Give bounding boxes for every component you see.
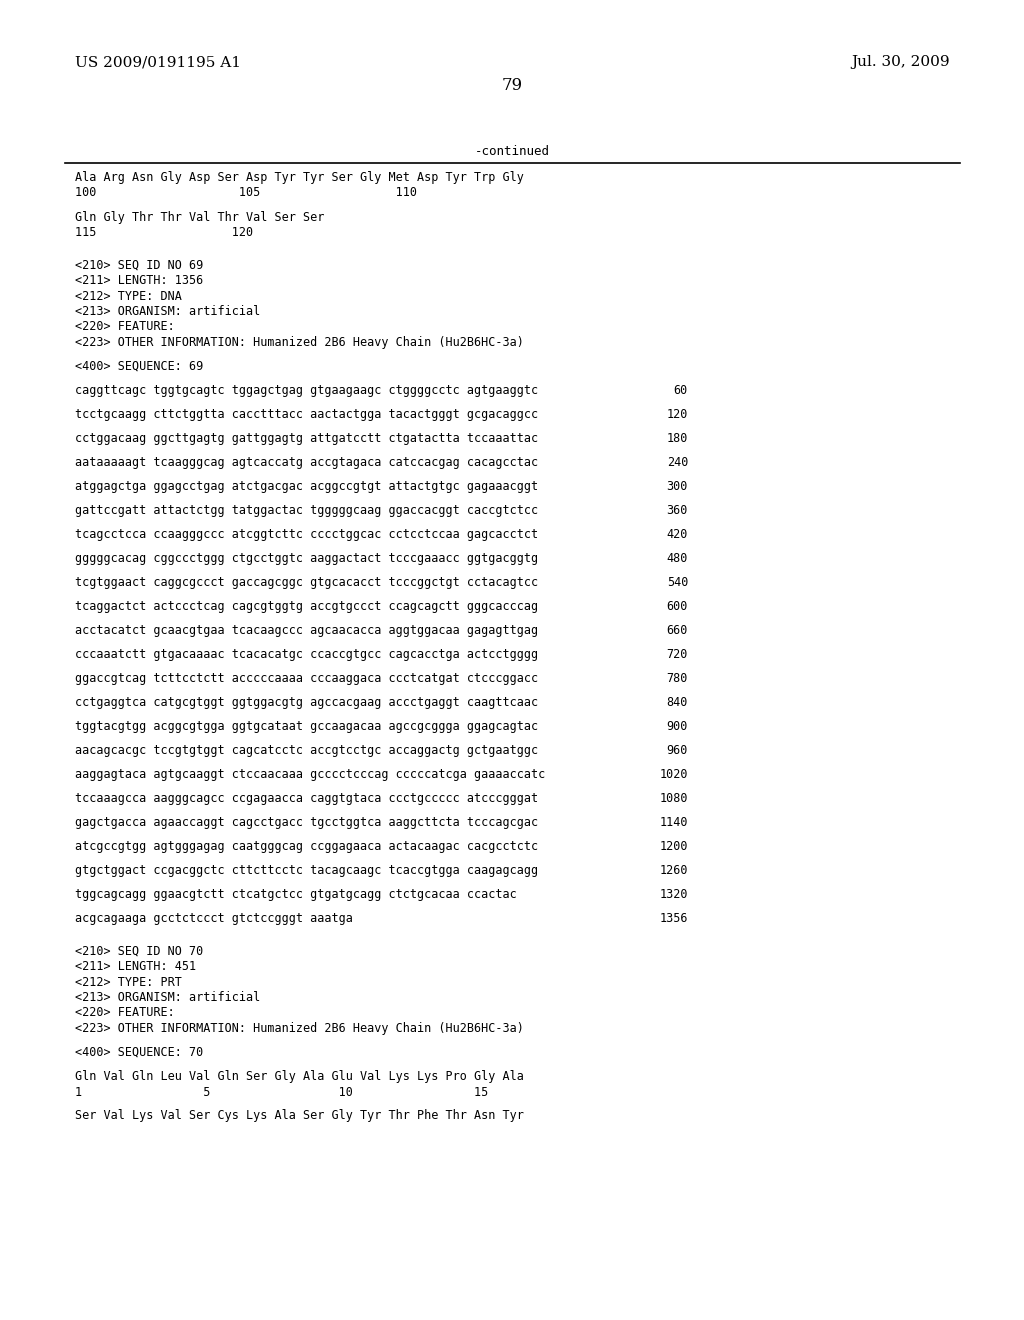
Text: 100                    105                   110: 100 105 110 bbox=[75, 186, 417, 199]
Text: 900: 900 bbox=[667, 719, 688, 733]
Text: Gln Gly Thr Thr Val Thr Val Ser Ser: Gln Gly Thr Thr Val Thr Val Ser Ser bbox=[75, 210, 325, 223]
Text: <211> LENGTH: 451: <211> LENGTH: 451 bbox=[75, 960, 197, 973]
Text: 540: 540 bbox=[667, 576, 688, 589]
Text: <220> FEATURE:: <220> FEATURE: bbox=[75, 1006, 175, 1019]
Text: 600: 600 bbox=[667, 601, 688, 612]
Text: 360: 360 bbox=[667, 504, 688, 517]
Text: tcgtggaact caggcgccct gaccagcggc gtgcacacct tcccggctgt cctacagtcc: tcgtggaact caggcgccct gaccagcggc gtgcaca… bbox=[75, 576, 539, 589]
Text: 1                 5                  10                 15: 1 5 10 15 bbox=[75, 1085, 488, 1098]
Text: aaggagtaca agtgcaaggt ctccaacaaa gcccctcccag cccccatcga gaaaaccatc: aaggagtaca agtgcaaggt ctccaacaaa gcccctc… bbox=[75, 768, 545, 781]
Text: tcctgcaagg cttctggtta cacctttacc aactactgga tacactgggt gcgacaggcc: tcctgcaagg cttctggtta cacctttacc aactact… bbox=[75, 408, 539, 421]
Text: 60: 60 bbox=[674, 384, 688, 397]
Text: gtgctggact ccgacggctc cttcttcctc tacagcaagc tcaccgtgga caagagcagg: gtgctggact ccgacggctc cttcttcctc tacagca… bbox=[75, 865, 539, 876]
Text: cctgaggtca catgcgtggt ggtggacgtg agccacgaag accctgaggt caagttcaac: cctgaggtca catgcgtggt ggtggacgtg agccacg… bbox=[75, 696, 539, 709]
Text: 840: 840 bbox=[667, 696, 688, 709]
Text: 720: 720 bbox=[667, 648, 688, 661]
Text: atggagctga ggagcctgag atctgacgac acggccgtgt attactgtgc gagaaacggt: atggagctga ggagcctgag atctgacgac acggccg… bbox=[75, 480, 539, 492]
Text: <210> SEQ ID NO 70: <210> SEQ ID NO 70 bbox=[75, 945, 203, 957]
Text: 240: 240 bbox=[667, 455, 688, 469]
Text: -continued: -continued bbox=[474, 145, 550, 158]
Text: <220> FEATURE:: <220> FEATURE: bbox=[75, 321, 175, 334]
Text: gggggcacag cggccctggg ctgcctggtc aaggactact tcccgaaacc ggtgacggtg: gggggcacag cggccctggg ctgcctggtc aaggact… bbox=[75, 552, 539, 565]
Text: 1260: 1260 bbox=[659, 865, 688, 876]
Text: Ala Arg Asn Gly Asp Ser Asp Tyr Tyr Ser Gly Met Asp Tyr Trp Gly: Ala Arg Asn Gly Asp Ser Asp Tyr Tyr Ser … bbox=[75, 172, 524, 183]
Text: tcagcctcca ccaagggccc atcggtcttc cccctggcac cctcctccaa gagcacctct: tcagcctcca ccaagggccc atcggtcttc cccctgg… bbox=[75, 528, 539, 541]
Text: gagctgacca agaaccaggt cagcctgacc tgcctggtca aaggcttcta tcccagcgac: gagctgacca agaaccaggt cagcctgacc tgcctgg… bbox=[75, 816, 539, 829]
Text: Jul. 30, 2009: Jul. 30, 2009 bbox=[851, 55, 950, 69]
Text: <223> OTHER INFORMATION: Humanized 2B6 Heavy Chain (Hu2B6HC-3a): <223> OTHER INFORMATION: Humanized 2B6 H… bbox=[75, 337, 524, 348]
Text: caggttcagc tggtgcagtc tggagctgag gtgaagaagc ctggggcctc agtgaaggtc: caggttcagc tggtgcagtc tggagctgag gtgaaga… bbox=[75, 384, 539, 397]
Text: <212> TYPE: DNA: <212> TYPE: DNA bbox=[75, 289, 182, 302]
Text: 1020: 1020 bbox=[659, 768, 688, 781]
Text: <212> TYPE: PRT: <212> TYPE: PRT bbox=[75, 975, 182, 989]
Text: 1200: 1200 bbox=[659, 840, 688, 853]
Text: <210> SEQ ID NO 69: <210> SEQ ID NO 69 bbox=[75, 259, 203, 272]
Text: Ser Val Lys Val Ser Cys Lys Ala Ser Gly Tyr Thr Phe Thr Asn Tyr: Ser Val Lys Val Ser Cys Lys Ala Ser Gly … bbox=[75, 1110, 524, 1122]
Text: acgcagaaga gcctctccct gtctccgggt aaatga: acgcagaaga gcctctccct gtctccgggt aaatga bbox=[75, 912, 353, 925]
Text: aataaaaagt tcaagggcag agtcaccatg accgtagaca catccacgag cacagcctac: aataaaaagt tcaagggcag agtcaccatg accgtag… bbox=[75, 455, 539, 469]
Text: 480: 480 bbox=[667, 552, 688, 565]
Text: 780: 780 bbox=[667, 672, 688, 685]
Text: 115                   120: 115 120 bbox=[75, 226, 253, 239]
Text: 300: 300 bbox=[667, 480, 688, 492]
Text: gattccgatt attactctgg tatggactac tgggggcaag ggaccacggt caccgtctcc: gattccgatt attactctgg tatggactac tgggggc… bbox=[75, 504, 539, 517]
Text: US 2009/0191195 A1: US 2009/0191195 A1 bbox=[75, 55, 241, 69]
Text: 120: 120 bbox=[667, 408, 688, 421]
Text: 1356: 1356 bbox=[659, 912, 688, 925]
Text: tggtacgtgg acggcgtgga ggtgcataat gccaagacaa agccgcggga ggagcagtac: tggtacgtgg acggcgtgga ggtgcataat gccaaga… bbox=[75, 719, 539, 733]
Text: 79: 79 bbox=[502, 77, 522, 94]
Text: 180: 180 bbox=[667, 432, 688, 445]
Text: 960: 960 bbox=[667, 744, 688, 756]
Text: <223> OTHER INFORMATION: Humanized 2B6 Heavy Chain (Hu2B6HC-3a): <223> OTHER INFORMATION: Humanized 2B6 H… bbox=[75, 1022, 524, 1035]
Text: cctggacaag ggcttgagtg gattggagtg attgatcctt ctgatactta tccaaattac: cctggacaag ggcttgagtg gattggagtg attgatc… bbox=[75, 432, 539, 445]
Text: 1140: 1140 bbox=[659, 816, 688, 829]
Text: <400> SEQUENCE: 70: <400> SEQUENCE: 70 bbox=[75, 1045, 203, 1059]
Text: aacagcacgc tccgtgtggt cagcatcctc accgtcctgc accaggactg gctgaatggc: aacagcacgc tccgtgtggt cagcatcctc accgtcc… bbox=[75, 744, 539, 756]
Text: 420: 420 bbox=[667, 528, 688, 541]
Text: tcaggactct actccctcag cagcgtggtg accgtgccct ccagcagctt gggcacccag: tcaggactct actccctcag cagcgtggtg accgtgc… bbox=[75, 601, 539, 612]
Text: 660: 660 bbox=[667, 624, 688, 638]
Text: tccaaagcca aagggcagcc ccgagaacca caggtgtaca ccctgccccc atcccgggat: tccaaagcca aagggcagcc ccgagaacca caggtgt… bbox=[75, 792, 539, 805]
Text: acctacatct gcaacgtgaa tcacaagccc agcaacacca aggtggacaa gagagttgag: acctacatct gcaacgtgaa tcacaagccc agcaaca… bbox=[75, 624, 539, 638]
Text: tggcagcagg ggaacgtctt ctcatgctcc gtgatgcagg ctctgcacaa ccactac: tggcagcagg ggaacgtctt ctcatgctcc gtgatgc… bbox=[75, 888, 517, 902]
Text: 1320: 1320 bbox=[659, 888, 688, 902]
Text: <213> ORGANISM: artificial: <213> ORGANISM: artificial bbox=[75, 305, 260, 318]
Text: cccaaatctt gtgacaaaac tcacacatgc ccaccgtgcc cagcacctga actcctgggg: cccaaatctt gtgacaaaac tcacacatgc ccaccgt… bbox=[75, 648, 539, 661]
Text: Gln Val Gln Leu Val Gln Ser Gly Ala Glu Val Lys Lys Pro Gly Ala: Gln Val Gln Leu Val Gln Ser Gly Ala Glu … bbox=[75, 1071, 524, 1082]
Text: 1080: 1080 bbox=[659, 792, 688, 805]
Text: atcgccgtgg agtgggagag caatgggcag ccggagaaca actacaagac cacgcctctc: atcgccgtgg agtgggagag caatgggcag ccggaga… bbox=[75, 840, 539, 853]
Text: <213> ORGANISM: artificial: <213> ORGANISM: artificial bbox=[75, 991, 260, 1005]
Text: <211> LENGTH: 1356: <211> LENGTH: 1356 bbox=[75, 275, 203, 286]
Text: ggaccgtcag tcttcctctt acccccaaaa cccaaggaca ccctcatgat ctcccggacc: ggaccgtcag tcttcctctt acccccaaaa cccaagg… bbox=[75, 672, 539, 685]
Text: <400> SEQUENCE: 69: <400> SEQUENCE: 69 bbox=[75, 360, 203, 374]
